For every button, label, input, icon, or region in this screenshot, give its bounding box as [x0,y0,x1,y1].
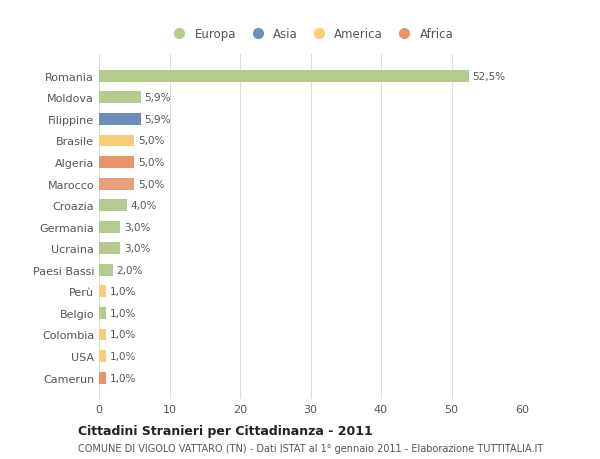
Bar [99,286,106,297]
Text: Cittadini Stranieri per Cittadinanza - 2011: Cittadini Stranieri per Cittadinanza - 2… [78,424,373,437]
Legend: Europa, Asia, America, Africa: Europa, Asia, America, Africa [163,23,458,45]
Bar [99,264,113,276]
Text: 52,5%: 52,5% [473,72,506,82]
Bar [99,71,469,83]
Bar [99,135,134,147]
Text: 5,9%: 5,9% [144,93,170,103]
Text: 3,0%: 3,0% [124,244,150,254]
Text: 5,0%: 5,0% [138,136,164,146]
Text: 4,0%: 4,0% [131,201,157,211]
Bar [99,243,120,255]
Text: 1,0%: 1,0% [110,373,136,383]
Bar [99,329,106,341]
Bar [99,372,106,384]
Bar [99,221,120,233]
Text: 1,0%: 1,0% [110,351,136,361]
Bar [99,157,134,168]
Text: 1,0%: 1,0% [110,330,136,340]
Text: 5,9%: 5,9% [144,115,170,125]
Bar [99,178,134,190]
Bar [99,350,106,362]
Bar [99,92,140,104]
Text: 5,0%: 5,0% [138,158,164,168]
Text: 1,0%: 1,0% [110,287,136,297]
Bar [99,308,106,319]
Bar [99,200,127,212]
Text: 1,0%: 1,0% [110,308,136,318]
Text: 2,0%: 2,0% [116,265,143,275]
Text: 5,0%: 5,0% [138,179,164,189]
Text: 3,0%: 3,0% [124,222,150,232]
Bar [99,114,140,126]
Text: COMUNE DI VIGOLO VATTARO (TN) - Dati ISTAT al 1° gennaio 2011 - Elaborazione TUT: COMUNE DI VIGOLO VATTARO (TN) - Dati IST… [78,443,543,453]
